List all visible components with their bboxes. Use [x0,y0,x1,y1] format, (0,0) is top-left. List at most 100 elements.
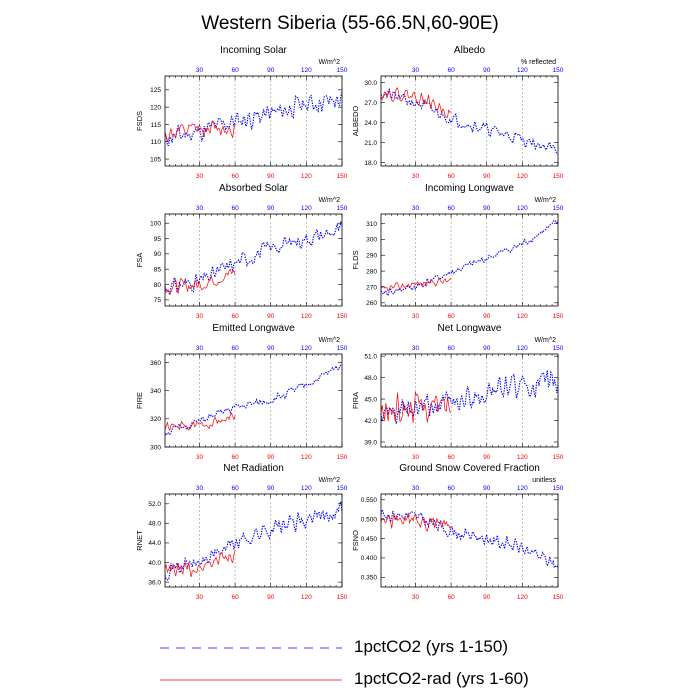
y-tick-label: 270 [366,284,377,291]
x-tick-label-bottom: 60 [231,173,239,180]
x-tick-label-top: 120 [301,345,312,352]
x-tick-label-bottom: 30 [412,313,420,320]
x-tick-label-top: 60 [447,205,455,212]
chart-panel-fira: Net Longwave W/m^2 FIRA 30 30 60 60 90 90 120 120 1… [351,323,564,461]
plot-frame-fire [164,353,343,448]
panel-title-fsa: Absorbed Solar [219,183,289,194]
x-tick-label-bottom: 60 [231,594,239,601]
x-tick-label-bottom: 30 [196,454,204,461]
x-tick-label-top: 150 [553,485,564,492]
x-tick-label-top: 90 [267,67,275,74]
x-tick-label-top: 60 [447,67,455,74]
panel-title-fira: Net Longwave [438,323,502,334]
y-tick-label: 300 [366,237,377,244]
y-tick-label: 40.0 [148,560,161,567]
x-tick-label-top: 30 [412,205,420,212]
x-tick-label-top: 120 [517,485,528,492]
x-tick-label-bottom: 150 [337,454,348,461]
x-tick-label-top: 150 [337,205,348,212]
x-tick-label-top: 60 [231,67,239,74]
x-tick-label-top: 60 [231,205,239,212]
plot-frame-albedo [380,75,559,167]
series-line-1pctco2-fsds [164,91,343,147]
series-line-1pctco2-flds [380,219,559,297]
x-tick-label-top: 90 [267,485,275,492]
panel-title-fire: Emitted Longwave [212,323,295,334]
x-tick-label-bottom: 150 [337,594,348,601]
x-tick-label-top: 30 [412,485,420,492]
y-axis-label-rnet: RNET [135,530,144,551]
x-tick-label-top: 30 [196,485,204,492]
series-line-1pctco2-fira [380,370,559,424]
x-tick-label-top: 120 [517,205,528,212]
plot-frame-fsno [380,493,559,588]
y-tick-label: 21.0 [364,140,377,147]
y-tick-label: 80 [154,282,162,289]
x-tick-label-top: 150 [553,67,564,74]
y-tick-label: 0.350 [361,575,378,582]
x-tick-label-bottom: 150 [553,173,564,180]
series-line-1pctco2-rad-flds [380,277,452,292]
series-line-1pctco2-fire [164,363,343,437]
series-line-1pctco2-rad-fsds [164,120,236,141]
x-tick-label-bottom: 30 [196,594,204,601]
plot-frame-rnet [164,493,343,588]
x-tick-label-bottom: 30 [412,454,420,461]
x-tick-label-top: 30 [196,205,204,212]
x-tick-label-top: 30 [196,345,204,352]
x-tick-label-bottom: 90 [267,313,275,320]
y-axis-label-fsds: FSDS [135,111,144,131]
y-tick-label: 290 [366,253,377,260]
x-tick-label-top: 150 [337,345,348,352]
y-tick-label: 320 [150,416,161,423]
x-tick-label-bottom: 120 [517,594,528,601]
y-tick-label: 44.0 [148,540,161,547]
y-tick-label: 18.0 [364,160,377,167]
x-tick-label-bottom: 60 [447,313,455,320]
series-line-1pctco2-rad-fsno [380,512,452,532]
x-tick-label-bottom: 60 [231,454,239,461]
y-tick-label: 24.0 [364,120,377,127]
y-tick-label: 100 [150,221,161,228]
chart-panel-fire: Emitted Longwave W/m^2 FIRE 30 30 60 60 90 90 120… [135,323,348,461]
figure-title: Western Siberia (55-66.5N,60-90E) [201,13,498,34]
series-line-1pctco2-rad-rnet [164,550,236,577]
x-tick-label-top: 120 [517,67,528,74]
x-tick-label-bottom: 30 [196,313,204,320]
y-tick-label: 39.0 [364,439,377,446]
y-tick-label: 360 [150,360,161,367]
x-tick-label-top: 120 [301,67,312,74]
series-line-1pctco2-albedo [380,87,559,155]
x-tick-label-bottom: 90 [483,454,491,461]
plot-frame-flds [380,213,559,307]
plot-frame-fira [380,353,559,448]
y-tick-label: 310 [366,221,377,228]
panel-grid: Incoming Solar W/m^2 FSDS 30 30 60 60 90 90 120 12… [135,45,564,601]
y-axis-label-fsa: FSA [135,253,144,268]
y-axis-label-fsno: FSNO [351,530,360,551]
x-tick-label-bottom: 120 [301,173,312,180]
units-label-albedo: % reflected [521,59,556,66]
x-tick-label-top: 90 [267,345,275,352]
panel-title-rnet: Net Radiation [223,463,284,474]
x-tick-label-bottom: 120 [301,313,312,320]
x-tick-label-top: 30 [412,67,420,74]
x-tick-label-bottom: 120 [517,173,528,180]
y-axis-label-fire: FIRE [135,392,144,409]
series-line-1pctco2-rad-fira [380,391,452,424]
x-tick-label-top: 60 [447,345,455,352]
series-line-1pctco2-fsa [164,220,343,296]
chart-panel-albedo: Albedo % reflected ALBEDO 30 30 60 60 90 90 120 12… [351,45,564,180]
x-tick-label-bottom: 60 [447,173,455,180]
x-tick-label-top: 120 [517,345,528,352]
units-label-fira: W/m^2 [534,337,556,344]
y-tick-label: 36.0 [148,579,161,586]
series-line-1pctco2-fsno [380,507,559,570]
y-tick-label: 0.400 [361,555,378,562]
x-tick-label-bottom: 60 [231,313,239,320]
x-tick-label-bottom: 90 [483,594,491,601]
x-tick-label-bottom: 120 [517,313,528,320]
y-tick-label: 51.0 [364,353,377,360]
y-tick-label: 0.500 [361,516,378,523]
